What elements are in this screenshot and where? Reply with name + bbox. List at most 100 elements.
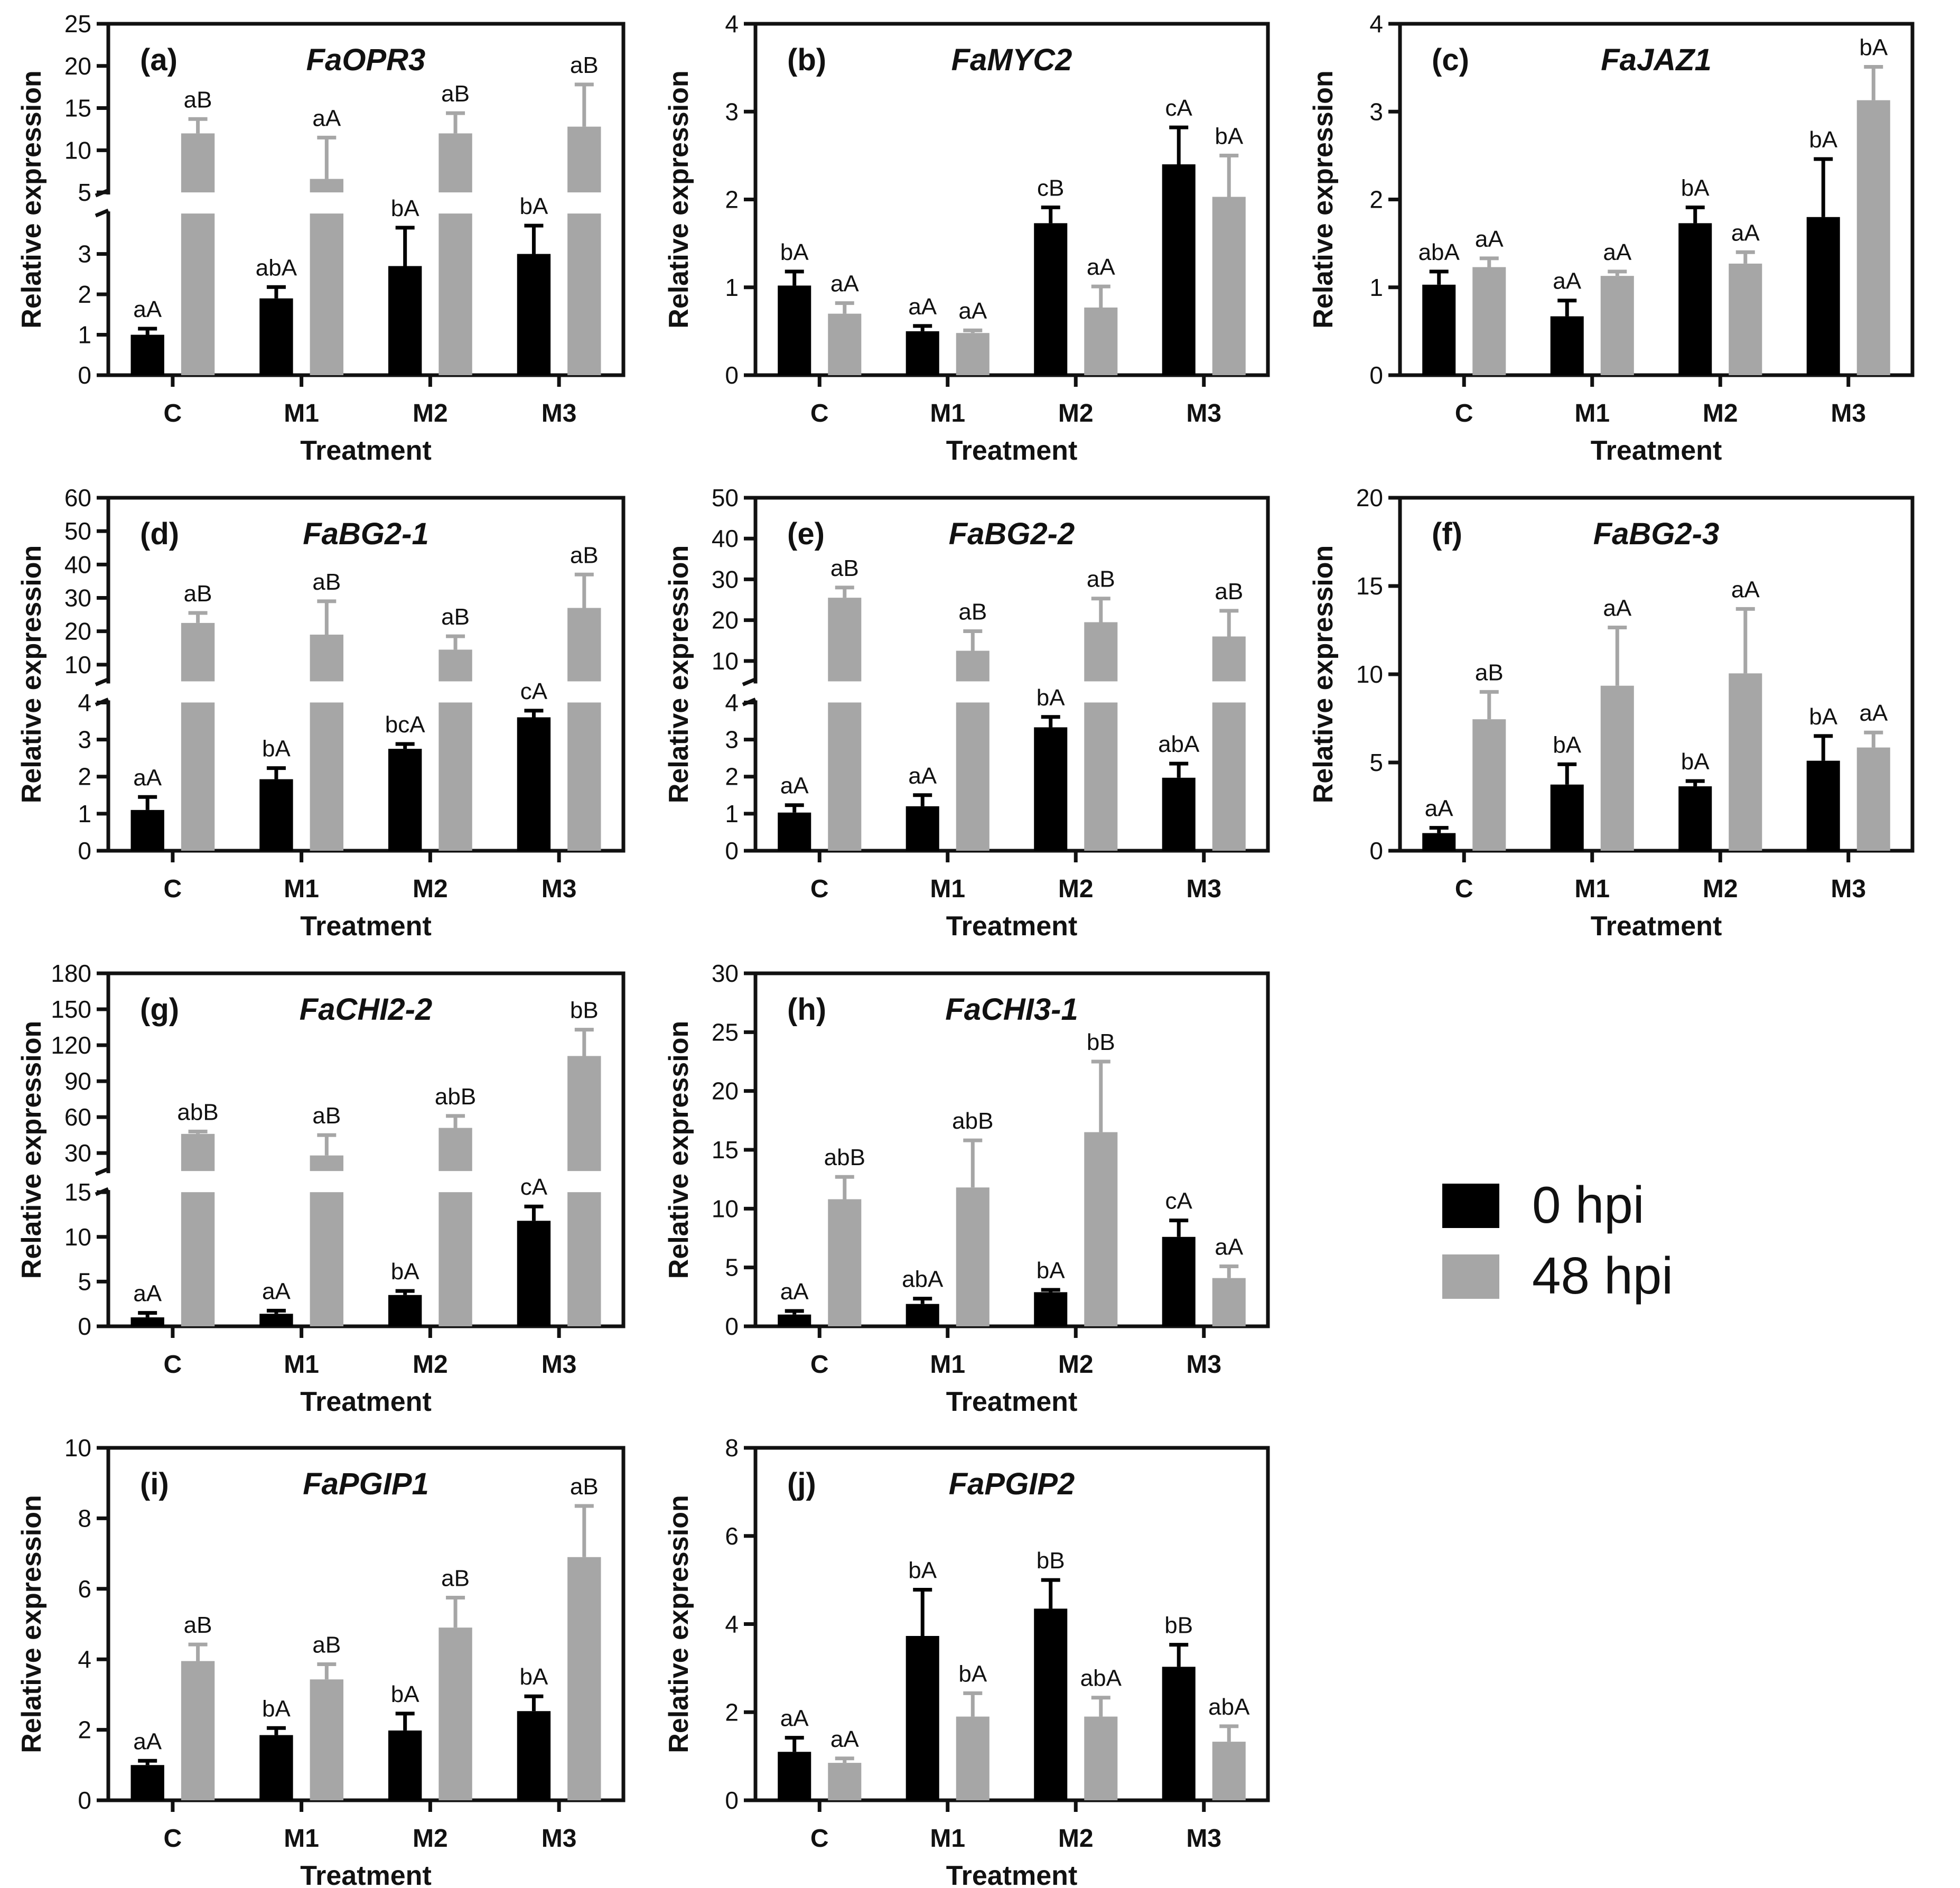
panel-h-sig-label-48hpi: aA <box>1215 1234 1243 1260</box>
panel-g-sig-label-48hpi: bB <box>570 998 599 1024</box>
panel-a-bar-48hpi <box>310 179 343 193</box>
panel-i-xtick-label: M1 <box>284 1825 319 1853</box>
panel-a-sig-label-48hpi: aB <box>570 52 599 78</box>
panel-j-sig-label-0hpi: bA <box>908 1557 937 1583</box>
panel-b-sig-label-0hpi: bA <box>780 239 809 265</box>
panel-j-bar-48hpi <box>828 1763 862 1800</box>
panel-j-title: FaPGIP2 <box>949 1467 1075 1501</box>
panel-f-ytick-label: 15 <box>1356 572 1383 600</box>
panel-a-bar-0hpi <box>130 334 164 375</box>
panel-i-bar-0hpi <box>388 1730 422 1800</box>
panel-b-bar-0hpi <box>906 331 939 375</box>
panel-b-bar-48hpi <box>828 313 862 375</box>
panel-e-sig-label-0hpi: aA <box>780 773 809 799</box>
panel-i-sig-label-48hpi: aB <box>441 1565 470 1591</box>
panel-h-bar-48hpi <box>956 1187 990 1326</box>
panel-b-ytick-label: 1 <box>725 274 739 301</box>
panel-d-xtick-label: M2 <box>413 875 448 903</box>
panel-a-sig-label-0hpi: bA <box>391 196 419 221</box>
legend-item-48hpi: 48 hpi <box>1442 1247 1844 1307</box>
panel-e-axis-gap <box>751 683 760 701</box>
panel-c-sig-label-0hpi: bA <box>1681 175 1710 201</box>
panel-h-sig-label-48hpi: bB <box>1087 1029 1115 1055</box>
panel-a-bar-0hpi <box>259 298 293 375</box>
panel-g-sig-label-48hpi: abB <box>435 1084 476 1110</box>
panel-j-sig-label-48hpi: bA <box>958 1661 987 1687</box>
panel-j-ytick-label: 2 <box>725 1698 739 1726</box>
panel-h-sig-label-48hpi: abB <box>824 1145 865 1170</box>
panel-d-bar-48hpi-lower <box>310 702 343 851</box>
panel-a-axis-gap <box>104 194 113 212</box>
panel-g-sig-label-0hpi: cA <box>520 1174 548 1200</box>
panel-f-bar-48hpi <box>1729 673 1762 851</box>
panel-d-ytick-label: 10 <box>64 651 91 678</box>
panel-j-xtick-label: C <box>810 1825 829 1853</box>
panel-e-ytick-label: 20 <box>712 607 739 634</box>
panel-e-bar-48hpi <box>1212 636 1246 682</box>
panel-c-ytick-label: 3 <box>1369 98 1383 125</box>
panel-e-ytick-label: 2 <box>725 763 739 790</box>
panel-c-xtick-label: M1 <box>1574 399 1610 427</box>
panel-a-bar-48hpi <box>438 133 472 193</box>
panel-i-bar-0hpi <box>130 1765 164 1800</box>
panel-e-ytick-label: 3 <box>725 726 739 754</box>
panel-i-sig-label-48hpi: aB <box>570 1474 599 1500</box>
panel-d-axis-gap <box>104 683 113 701</box>
panel-e-ytick-label: 10 <box>712 647 739 675</box>
legend-swatch-0hpi <box>1442 1184 1499 1228</box>
panel-e-ytick-label: 0 <box>725 837 739 864</box>
panel-c-bar-48hpi <box>1600 276 1634 375</box>
panel-j-bar-48hpi <box>1212 1742 1246 1800</box>
panel-j-xtick-label: M3 <box>1186 1825 1221 1853</box>
panel-e-bar-48hpi-lower <box>1084 702 1118 851</box>
panel-f-sig-label-48hpi: aB <box>1475 659 1504 685</box>
panel-e-ytick-label: 30 <box>712 565 739 593</box>
panel-e-bar-48hpi <box>828 598 862 682</box>
panel-d-sig-label-48hpi: aB <box>570 542 599 568</box>
panel-i-ytick-label: 2 <box>78 1716 91 1744</box>
panel-a-ytick-label: 2 <box>78 281 91 308</box>
panel-j: 0 2 4 6 8 Relative expression (j) FaPGIP2 CaA aA M… <box>664 1434 1270 1888</box>
panel-d-letter: (d) <box>140 517 179 551</box>
panel-a-sig-label-0hpi: bA <box>520 193 548 219</box>
panel-g-ytick-label: 150 <box>51 996 91 1023</box>
panel-a-bar-48hpi <box>181 133 215 193</box>
panel-e-ytick-label: 50 <box>712 484 739 511</box>
panel-b-ylabel: Relative expression <box>664 70 694 328</box>
panel-h-xlabel: Treatment <box>946 1387 1078 1417</box>
panel-e-sig-label-0hpi: bA <box>1037 685 1065 711</box>
panel-i-sig-label-0hpi: bA <box>520 1664 548 1690</box>
panel-j-sig-label-0hpi: bB <box>1037 1548 1065 1574</box>
panel-e-bar-0hpi <box>1034 727 1068 851</box>
panel-j-ytick-label: 4 <box>725 1611 739 1638</box>
panel-d-frame <box>106 496 626 853</box>
panel-c-ytick-label: 0 <box>1369 361 1383 389</box>
panel-a-bar-0hpi <box>517 254 551 375</box>
panel-j-bar-48hpi <box>956 1716 990 1800</box>
panel-e-bar-0hpi <box>1162 777 1196 851</box>
panel-g-bar-48hpi-lower <box>438 1192 472 1326</box>
panel-e-bar-48hpi-lower <box>1212 702 1246 851</box>
panel-a-bar-48hpi-lower <box>181 213 215 375</box>
panel-d-bar-0hpi <box>259 779 293 851</box>
panel-g-xtick-label: M2 <box>413 1351 448 1379</box>
legend-label-0hpi: 0 hpi <box>1532 1176 1645 1234</box>
panel-b-xtick-label: M1 <box>930 399 965 427</box>
panel-a-ytick-label: 0 <box>78 361 91 389</box>
panel-c-sig-label-48hpi: aA <box>1475 226 1504 252</box>
panel-e-ytick-label: 1 <box>725 800 739 827</box>
panel-h-bar-0hpi <box>1162 1236 1196 1326</box>
panel-e-sig-label-0hpi: aA <box>908 763 937 789</box>
panel-j-letter: (j) <box>787 1467 816 1501</box>
panel-d-sig-label-48hpi: aB <box>312 569 341 595</box>
panel-b-sig-label-48hpi: aA <box>958 298 987 324</box>
panel-c-bar-0hpi <box>1422 284 1456 375</box>
panel-j-xtick-label: M2 <box>1058 1825 1094 1853</box>
panel-b-bar-48hpi <box>1212 197 1246 375</box>
panel-d-ylabel: Relative expression <box>16 545 47 803</box>
panel-b-sig-label-48hpi: aA <box>1087 254 1115 280</box>
panel-h-ytick-label: 15 <box>712 1136 739 1164</box>
panel-b-sig-label-0hpi: cA <box>1165 95 1193 121</box>
panel-e-bar-48hpi-lower <box>828 702 862 851</box>
